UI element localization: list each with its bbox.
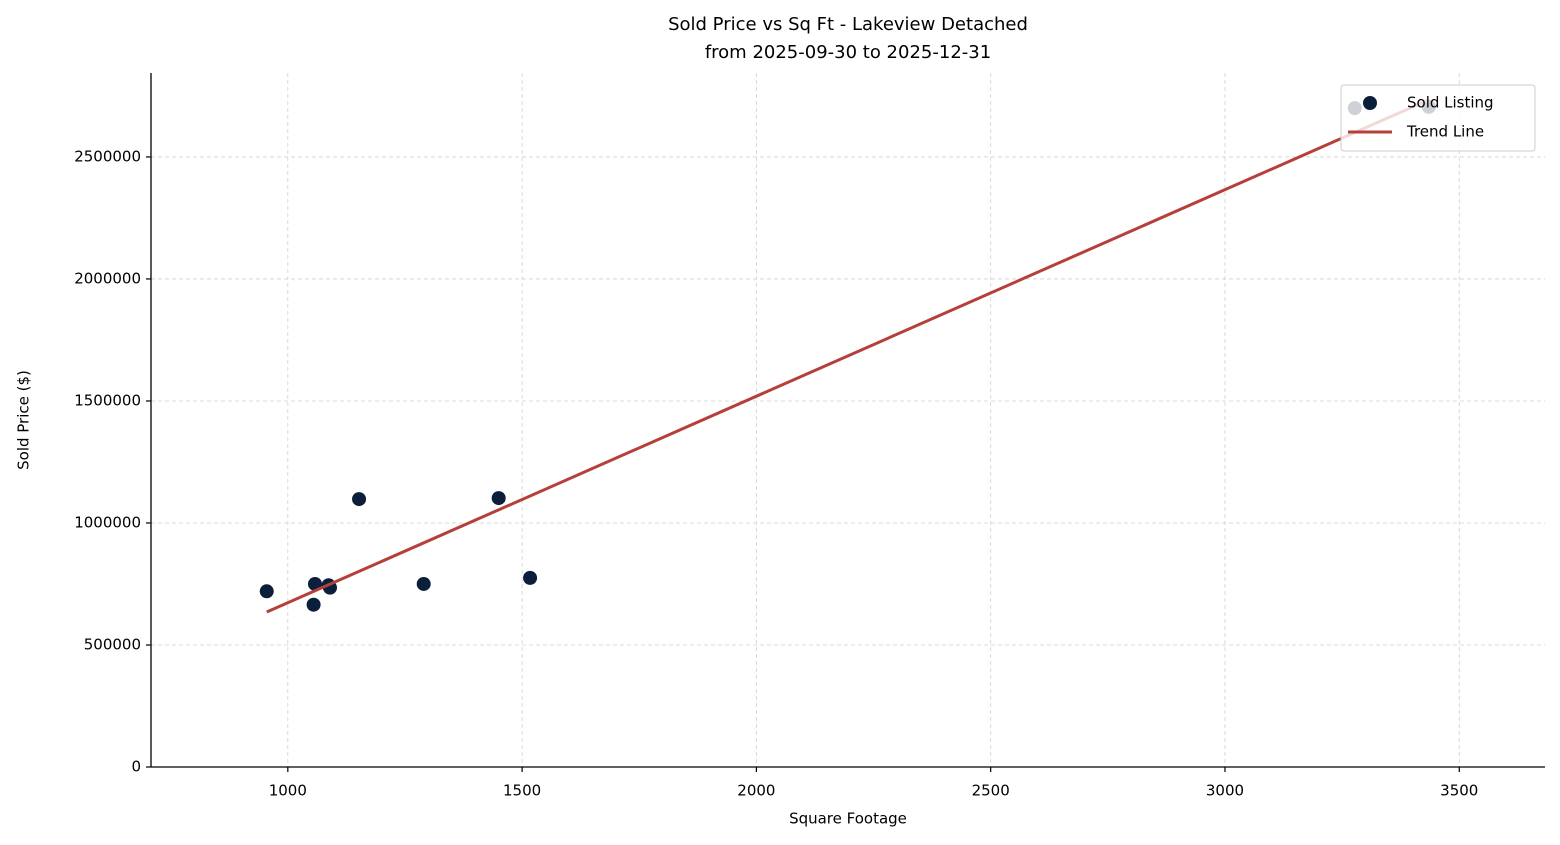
x-tick-label: 2500: [972, 782, 1010, 800]
y-tick-label: 2500000: [74, 147, 141, 165]
data-point: [352, 492, 367, 507]
legend: Sold Listing Trend Line: [1340, 84, 1536, 152]
data-point: [306, 597, 321, 612]
trend-line: [266, 98, 1430, 614]
chart-subtitle: from 2025-09-30 to 2025-12-31: [705, 42, 991, 63]
legend-label: Trend Line: [1406, 123, 1484, 141]
chart-title: Sold Price vs Sq Ft - Lakeview Detached: [668, 14, 1028, 35]
x-tick-label: 3500: [1440, 782, 1478, 800]
y-tick-label: 0: [131, 758, 141, 776]
y-tick-label: 1500000: [74, 391, 141, 409]
data-point: [416, 576, 431, 591]
legend-label: Sold Listing: [1407, 94, 1494, 112]
x-tick-label: 2000: [737, 782, 775, 800]
legend-marker: [1363, 96, 1377, 110]
x-tick-label: 3000: [1206, 782, 1244, 800]
data-point: [491, 491, 506, 506]
legend-box: [1340, 84, 1536, 152]
data-point: [259, 584, 274, 599]
data-point: [523, 570, 538, 585]
y-tick-label: 500000: [84, 635, 141, 653]
x-tick-label: 1500: [503, 782, 541, 800]
y-tick-label: 2000000: [74, 269, 141, 287]
y-tick-label: 1000000: [74, 513, 141, 531]
y-axis-label: Sold Price ($): [15, 370, 33, 470]
x-axis-label: Square Footage: [789, 810, 907, 828]
data-point: [308, 576, 322, 591]
x-tick-label: 1000: [269, 782, 307, 800]
